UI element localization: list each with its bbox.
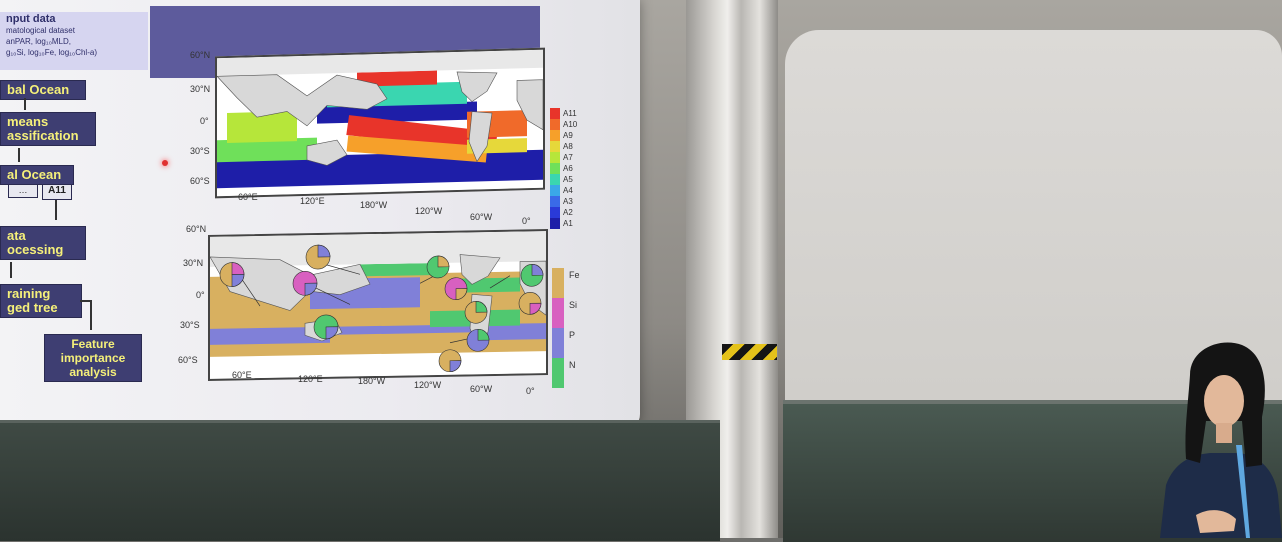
flow-box-5-line-2: ged tree bbox=[7, 300, 58, 315]
bottom-lat-60s: 60°S bbox=[178, 355, 198, 365]
flow-a11-cell: A11 bbox=[42, 184, 72, 200]
top-lon-180w: 180°W bbox=[360, 200, 388, 210]
top-lat-0: 0° bbox=[200, 116, 209, 126]
legend-a6: A6 bbox=[563, 164, 573, 173]
flow-arrow-3 bbox=[55, 200, 57, 220]
laser-pointer-dot bbox=[162, 160, 168, 166]
flow-arrow-4 bbox=[10, 262, 12, 278]
legend-p: P bbox=[569, 330, 576, 340]
legend-a11: A11 bbox=[563, 109, 577, 118]
legend-a1: A1 bbox=[563, 219, 573, 228]
flow-arrow-2 bbox=[18, 148, 20, 162]
flow-feature-importance-box: Feature importance analysis bbox=[44, 334, 142, 382]
input-data-box: nput data matological dataset anPAR, log… bbox=[0, 12, 148, 70]
top-cluster-map bbox=[215, 47, 545, 199]
top-lat-30n: 30°N bbox=[190, 84, 211, 94]
legend-a3: A3 bbox=[563, 197, 573, 206]
flow-box-6-line-3: analysis bbox=[69, 365, 117, 379]
flow-box-3-label: al Ocean bbox=[7, 167, 62, 182]
bottom-lat-0: 0° bbox=[196, 290, 205, 300]
legend-a5: A5 bbox=[563, 175, 573, 184]
input-title: nput data bbox=[6, 13, 56, 25]
top-lon-60e: 60°E bbox=[238, 192, 258, 202]
input-line-1: matological dataset bbox=[6, 26, 75, 35]
flow-a11-label: A11 bbox=[48, 185, 66, 196]
legend-a10: A10 bbox=[563, 120, 578, 129]
flow-training-box: raining ged tree bbox=[0, 284, 82, 318]
flow-box-2-line-1: means bbox=[7, 114, 49, 129]
top-lat-60n: 60°N bbox=[190, 50, 211, 60]
top-lat-60s: 60°S bbox=[190, 176, 210, 186]
flow-box-4-line-2: ocessing bbox=[7, 242, 64, 257]
top-lon-120e: 120°E bbox=[300, 196, 325, 206]
bottom-lat-30n: 30°N bbox=[183, 258, 204, 268]
projection-screen: nput data matological dataset anPAR, log… bbox=[0, 0, 640, 432]
bottom-lon-60e: 60°E bbox=[232, 370, 252, 380]
top-lon-0: 0° bbox=[522, 216, 531, 226]
legend-n: N bbox=[569, 360, 576, 370]
flow-global-ocean-box: bal Ocean bbox=[0, 80, 86, 100]
legend-fe: Fe bbox=[569, 270, 580, 280]
bottom-lon-120w: 120°W bbox=[414, 380, 442, 390]
flow-box-2-line-2: assification bbox=[7, 128, 79, 143]
legend-a8: A8 bbox=[563, 142, 573, 151]
input-line-3: g₁₀Si, log₁₀Fe, log₁₀Chl-a) bbox=[6, 48, 97, 57]
chalkboard-left bbox=[0, 420, 720, 541]
south-america-landmass bbox=[468, 111, 493, 163]
africa-landmass bbox=[516, 79, 544, 131]
legend-colorbar bbox=[550, 108, 560, 229]
flow-connector-h bbox=[80, 300, 92, 302]
legend-a4: A4 bbox=[563, 186, 573, 195]
bottom-lon-180w: 180°W bbox=[358, 376, 386, 386]
flow-box-6-line-1: Feature bbox=[71, 337, 115, 351]
top-lon-120w: 120°W bbox=[415, 206, 443, 216]
flow-box-5-line-1: raining bbox=[7, 286, 51, 301]
legend-a7: A7 bbox=[563, 153, 573, 162]
legend-si: Si bbox=[569, 300, 578, 310]
top-map-legend: A11 A10 A9 A8 A7 A6 A5 A4 A3 A2 A1 bbox=[550, 108, 577, 229]
legend-a2: A2 bbox=[563, 208, 573, 217]
nutrient-colorbar bbox=[552, 268, 564, 388]
flow-box-4-line-1: ata bbox=[7, 228, 26, 243]
flow-box-1-label: bal Ocean bbox=[7, 82, 70, 97]
bottom-lon-120e: 120°E bbox=[298, 374, 323, 384]
bottom-lon-60w: 60°W bbox=[470, 384, 493, 394]
asia-landmass bbox=[216, 74, 388, 127]
pie-glyphs bbox=[219, 244, 544, 373]
caution-tape bbox=[722, 344, 777, 360]
flow-kmeans-box: means assification bbox=[0, 112, 96, 146]
bottom-lat-60n: 60°N bbox=[186, 224, 207, 234]
bottom-map-legend: Fe Si P N bbox=[552, 268, 580, 388]
flow-data-processing-box: ata ocessing bbox=[0, 226, 86, 260]
bottom-map-svg bbox=[209, 231, 547, 379]
flow-arrow-5 bbox=[90, 300, 92, 330]
bottom-nutrient-map bbox=[208, 229, 548, 381]
bottom-lat-30s: 30°S bbox=[180, 320, 200, 330]
flow-dots-cell: … bbox=[8, 184, 38, 198]
top-map-svg bbox=[216, 49, 544, 197]
bottom-lon-0: 0° bbox=[526, 386, 535, 396]
top-lat-30s: 30°S bbox=[190, 146, 210, 156]
top-lon-60w: 60°W bbox=[470, 212, 493, 222]
input-line-2: anPAR, log₁₀MLD, bbox=[6, 37, 72, 46]
australia-landmass bbox=[306, 139, 348, 166]
flow-dots: … bbox=[18, 185, 28, 195]
flow-arrow-1 bbox=[24, 98, 26, 110]
legend-a9: A9 bbox=[563, 131, 573, 140]
flow-ocean-box: al Ocean bbox=[0, 165, 74, 185]
presenter-person bbox=[1160, 342, 1282, 538]
flow-box-6-line-2: importance bbox=[60, 351, 126, 365]
